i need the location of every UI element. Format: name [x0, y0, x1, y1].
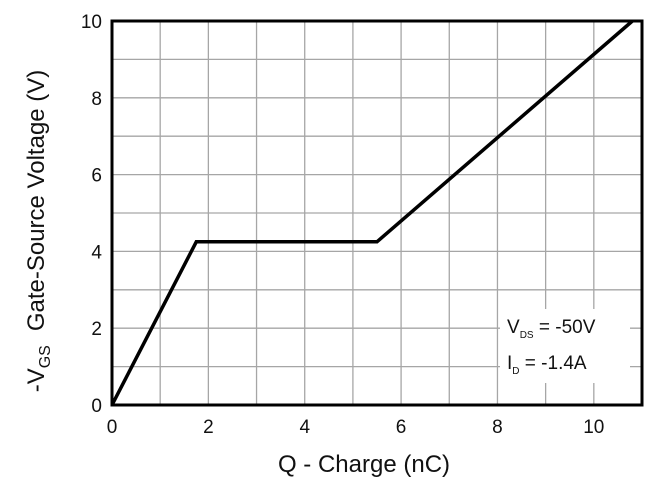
- legend-symbol-subscript: DS: [520, 330, 534, 341]
- x-tick-label: 0: [107, 417, 118, 438]
- legend-symbol-subscript: D: [512, 366, 519, 377]
- x-tick-labels: 0 2 4 6 8 10: [107, 417, 605, 438]
- legend-symbol: I: [507, 353, 512, 374]
- x-tick-label: 10: [583, 417, 604, 438]
- y-axis-label-subscript: GS: [37, 345, 54, 368]
- x-tick-label: 8: [492, 417, 503, 438]
- legend-vds-condition: VDS = -50V: [507, 317, 596, 341]
- legend-background: [500, 309, 630, 383]
- y-axis-label: -VGS Gate-Source Voltage (V): [23, 70, 54, 393]
- legend-value: = -1.4A: [520, 353, 587, 374]
- y-tick-label: 8: [91, 89, 102, 110]
- y-axis-label-text: Gate-Source Voltage (V): [23, 70, 50, 331]
- legend-id-condition: ID = -1.4A: [507, 353, 587, 377]
- x-tick-label: 6: [396, 417, 407, 438]
- y-tick-label: 4: [91, 242, 102, 263]
- gate-charge-curve: [110, 19, 634, 406]
- y-tick-label: 2: [91, 319, 102, 340]
- y-tick-label: 0: [91, 396, 102, 417]
- y-tick-labels: 0 2 4 6 8 10: [81, 12, 103, 417]
- y-axis-label-prefix: -V: [23, 368, 50, 392]
- y-tick-label: 10: [81, 12, 102, 33]
- legend-value: = -50V: [534, 317, 596, 338]
- x-tick-label: 2: [203, 417, 214, 438]
- y-tick-label: 6: [91, 166, 102, 187]
- plot-area-frame: [110, 19, 644, 407]
- x-axis-label: Q - Charge (nC): [278, 451, 450, 478]
- grid-lines: [112, 21, 642, 405]
- x-tick-label: 4: [299, 417, 310, 438]
- legend-symbol: V: [507, 317, 520, 338]
- conditions-legend: VDS = -50V ID = -1.4A: [500, 309, 630, 383]
